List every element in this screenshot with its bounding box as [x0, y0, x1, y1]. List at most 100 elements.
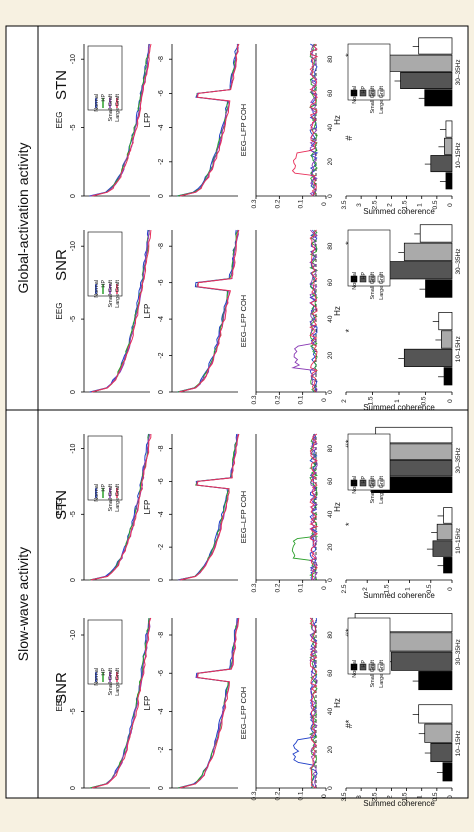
- bar-tick-label: 2: [386, 795, 393, 799]
- lfp-series-large-graft: [179, 617, 240, 789]
- hz-axis-label: Hz: [333, 115, 342, 125]
- lfp-tick-label: -8: [158, 56, 165, 62]
- band-label: 30–35Hz: [455, 447, 462, 473]
- legend-label: Small Graft: [108, 94, 114, 122]
- hz-tick-label: 40: [327, 510, 334, 518]
- significance-marker: #*: [344, 719, 354, 728]
- bar-tick-label: 2: [362, 587, 369, 591]
- bar-tick-label: 1.5: [368, 396, 375, 405]
- bar-legend-swatch: [359, 663, 367, 671]
- hz-tick-label: 60: [327, 279, 334, 287]
- bar-legend-swatch: [359, 479, 367, 487]
- hz-axis-label: Hz: [333, 698, 342, 708]
- bar-tick-label: 2.5: [371, 792, 378, 801]
- coh-series-large-graft: [291, 43, 319, 197]
- bar-tick-label: 3.5: [341, 792, 348, 801]
- eeg-tick-label: -10: [70, 241, 77, 251]
- bar: [430, 743, 453, 763]
- eeg-tick-label: 0: [70, 390, 77, 394]
- lfp-axis-label: LFP: [143, 696, 152, 711]
- lfp-tick-label: -2: [158, 747, 165, 753]
- lfp-series-hp: [177, 43, 239, 197]
- coh-axis-label: EEG–LFP COH: [239, 687, 248, 739]
- bar-tick-label: 0.5: [426, 584, 433, 593]
- coh-tick-label: 0.1: [298, 395, 305, 404]
- bar-tick-label: 2: [341, 399, 348, 403]
- bar-legend-label: Large Graft: [379, 272, 385, 300]
- hz-tick-label: 60: [327, 477, 334, 485]
- coh-tick-label: 0.1: [298, 583, 305, 592]
- coh-series-hp: [309, 229, 319, 393]
- lfp-tick-label: 0: [158, 578, 165, 582]
- figure-frame: [5, 25, 469, 799]
- bar-tick-label: 3: [356, 795, 363, 799]
- legend-label: Small Graft: [108, 280, 114, 308]
- bar-legend-swatch: [350, 479, 358, 487]
- legend-box: [87, 435, 123, 501]
- bar: [443, 557, 453, 574]
- bar-tick-label: 1: [417, 203, 424, 207]
- eeg-tick-label: 0: [70, 578, 77, 582]
- hz-tick-label: 80: [327, 631, 334, 639]
- coh-tick-label: 0.2: [274, 791, 281, 800]
- hz-tick-label: 0: [327, 578, 334, 582]
- bar-legend-label: Normal: [352, 660, 358, 678]
- lfp-tick-label: -6: [158, 670, 165, 676]
- hz-tick-label: 20: [327, 543, 334, 551]
- panel-title-slow-snr: SNR: [53, 672, 70, 704]
- legend-label: Small Graft: [108, 484, 114, 512]
- hz-tick-label: 0: [327, 390, 334, 394]
- eeg-tick-label: -10: [70, 54, 77, 64]
- bar-legend-swatch: [377, 663, 385, 671]
- lfp-series-large-graft: [179, 229, 240, 393]
- significance-marker: *: [344, 329, 354, 333]
- lfp-axis-label: LFP: [143, 304, 152, 319]
- bar-tick-label: 0.5: [421, 396, 428, 405]
- band-label: 30–35Hz: [455, 249, 462, 275]
- bar-tick-label: 2.5: [341, 584, 348, 593]
- bar-legend-swatch: [359, 275, 367, 283]
- coh-tick-label: 0: [321, 586, 328, 590]
- lfp-tick-label: -4: [158, 511, 165, 517]
- bar: [400, 72, 453, 89]
- significance-marker: #: [344, 136, 354, 141]
- lfp-tick-label: -4: [158, 124, 165, 130]
- bar-tick-label: 2.5: [371, 200, 378, 209]
- bar-legend-label: Normal: [352, 476, 358, 494]
- bar-legend-swatch: [350, 663, 358, 671]
- band-label: 10–15Hz: [455, 142, 462, 168]
- coh-axis-label: EEG–LFP COH: [239, 295, 248, 347]
- eeg-axis-label: EEG: [55, 695, 64, 712]
- bar-tick-label: 3.5: [341, 200, 348, 209]
- lfp-tick-label: -6: [158, 90, 165, 96]
- bar-legend-swatch: [368, 275, 376, 283]
- bar-tick-label: 1.5: [383, 584, 390, 593]
- bar-legend-swatch: [350, 89, 358, 97]
- bar-legend-swatch: [350, 275, 358, 283]
- coh-tick-label: 0: [321, 398, 328, 402]
- coh-tick-label: 0.2: [274, 395, 281, 404]
- legend-label: Large Graft: [115, 484, 121, 512]
- hz-tick-label: 0: [327, 194, 334, 198]
- legend-label: HP: [101, 484, 107, 492]
- bar-legend-label: Small Graft: [370, 86, 376, 114]
- coh-tick-label: 0: [321, 202, 328, 206]
- legend-label: Large Graft: [115, 280, 121, 308]
- hz-axis-label: Hz: [333, 502, 342, 512]
- eeg-axis-label: EEG: [55, 112, 64, 129]
- bar: [418, 37, 453, 55]
- lfp-tick-label: 0: [158, 786, 165, 790]
- panel-title-global-stn: STN: [53, 70, 70, 100]
- coh-tick-label: 0.3: [251, 199, 258, 208]
- bar: [432, 540, 453, 557]
- bar-legend-swatch: [359, 89, 367, 97]
- bar-tick-label: 3: [356, 203, 363, 207]
- eeg-tick-label: -5: [70, 511, 77, 517]
- hz-tick-label: 0: [327, 786, 334, 790]
- bar: [424, 89, 453, 107]
